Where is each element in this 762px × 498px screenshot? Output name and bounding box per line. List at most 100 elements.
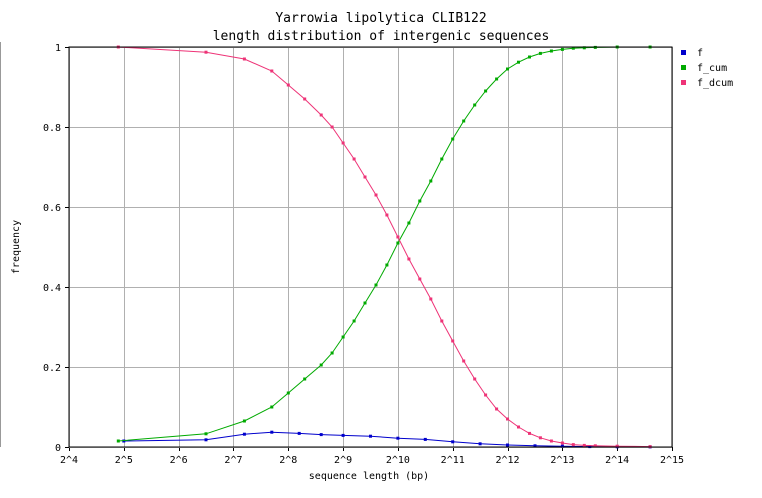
data-point bbox=[451, 440, 455, 444]
data-point bbox=[242, 419, 246, 423]
series-line-f-dcum bbox=[118, 46, 651, 448]
x-tick-label: 2^6 bbox=[170, 455, 188, 466]
data-point bbox=[571, 443, 575, 447]
data-point bbox=[242, 57, 246, 61]
x-tick-label: 2^10 bbox=[386, 455, 410, 466]
y-tick-label: 0.2 bbox=[43, 363, 61, 374]
data-point bbox=[369, 434, 372, 438]
data-point bbox=[451, 137, 455, 141]
data-point bbox=[204, 438, 208, 442]
data-point bbox=[330, 125, 334, 129]
data-point bbox=[242, 432, 246, 436]
data-point bbox=[297, 431, 301, 435]
data-point bbox=[396, 241, 400, 245]
data-point bbox=[560, 444, 564, 448]
y-tick-label: 0.6 bbox=[43, 203, 61, 214]
data-point bbox=[407, 257, 411, 261]
data-point bbox=[341, 335, 345, 339]
data-point bbox=[560, 441, 564, 445]
data-point bbox=[116, 439, 120, 443]
data-point bbox=[270, 430, 274, 434]
data-point bbox=[484, 393, 488, 397]
data-point bbox=[363, 301, 367, 305]
data-point bbox=[538, 51, 542, 55]
data-point bbox=[615, 444, 619, 448]
x-tick-labels: 2^4 2^5 2^6 2^7 2^8 2^9 2^10 2^11 2^12 2^13 2^14 2^… bbox=[60, 455, 684, 466]
x-tick-label: 2^12 bbox=[495, 455, 519, 466]
data-point bbox=[451, 339, 455, 343]
data-point bbox=[440, 319, 444, 323]
x-tick-label: 2^9 bbox=[334, 455, 352, 466]
legend-label: f bbox=[697, 48, 703, 59]
data-point bbox=[286, 83, 290, 87]
data-point bbox=[319, 363, 323, 367]
data-point bbox=[303, 377, 307, 381]
data-point bbox=[462, 119, 466, 123]
data-point bbox=[270, 69, 274, 73]
data-point bbox=[352, 319, 356, 323]
chart-subtitle: length distribution of intergenic sequen… bbox=[213, 29, 550, 44]
data-point bbox=[571, 46, 575, 50]
data-point bbox=[473, 377, 477, 381]
y-tick-label: 0.4 bbox=[43, 283, 61, 294]
data-point bbox=[495, 407, 499, 411]
x-tick-label: 2^8 bbox=[279, 455, 297, 466]
data-point bbox=[407, 221, 411, 225]
data-point bbox=[429, 297, 433, 301]
data-point bbox=[506, 67, 509, 71]
series-f-cum bbox=[116, 45, 652, 443]
data-point bbox=[440, 157, 444, 161]
data-point bbox=[341, 141, 345, 145]
data-point bbox=[533, 444, 537, 448]
y-tick-label: 1 bbox=[55, 43, 61, 54]
data-point bbox=[418, 199, 422, 203]
data-point bbox=[374, 283, 378, 287]
x-tick-label: 2^7 bbox=[224, 455, 242, 466]
data-point bbox=[341, 433, 345, 437]
y-tick-label: 0 bbox=[55, 443, 61, 454]
y-axis-label: frequency bbox=[11, 220, 22, 274]
x-tick-label: 2^15 bbox=[660, 455, 684, 466]
data-point bbox=[478, 442, 482, 446]
data-point bbox=[517, 60, 520, 64]
data-point bbox=[506, 417, 509, 421]
data-point bbox=[270, 405, 274, 409]
legend-marker bbox=[681, 80, 686, 85]
plot-frame bbox=[68, 46, 673, 448]
data-point bbox=[593, 444, 597, 448]
data-point bbox=[506, 443, 509, 447]
legend-label: f_dcum bbox=[697, 78, 733, 89]
x-tick-label: 2^14 bbox=[605, 455, 629, 466]
y-tick-label: 0.8 bbox=[43, 123, 61, 134]
data-point bbox=[385, 263, 389, 267]
data-point bbox=[352, 157, 356, 161]
data-point bbox=[549, 49, 553, 53]
data-point bbox=[319, 113, 323, 117]
data-point bbox=[582, 443, 586, 447]
x-tick-label: 2^4 bbox=[60, 455, 78, 466]
grid-lines bbox=[65, 47, 673, 451]
data-point bbox=[363, 175, 367, 179]
data-point bbox=[319, 433, 323, 437]
legend-marker bbox=[681, 50, 686, 55]
data-point bbox=[418, 277, 422, 281]
legend-marker bbox=[681, 65, 686, 70]
data-point bbox=[396, 235, 400, 239]
legend-label: f_cum bbox=[697, 63, 727, 74]
data-point bbox=[549, 439, 553, 443]
data-point bbox=[385, 213, 389, 217]
data-point bbox=[204, 50, 208, 54]
data-point bbox=[528, 431, 531, 435]
data-point bbox=[429, 179, 433, 183]
data-point bbox=[517, 425, 520, 429]
series-line-f-cum bbox=[118, 46, 651, 442]
data-point bbox=[204, 432, 208, 436]
data-point bbox=[286, 391, 290, 395]
series-line-f bbox=[123, 431, 651, 448]
data-point bbox=[374, 193, 378, 197]
data-point bbox=[423, 437, 427, 441]
y-tick-labels: 0 0.2 0.4 0.6 0.8 1 bbox=[43, 43, 61, 454]
data-point bbox=[528, 55, 531, 59]
